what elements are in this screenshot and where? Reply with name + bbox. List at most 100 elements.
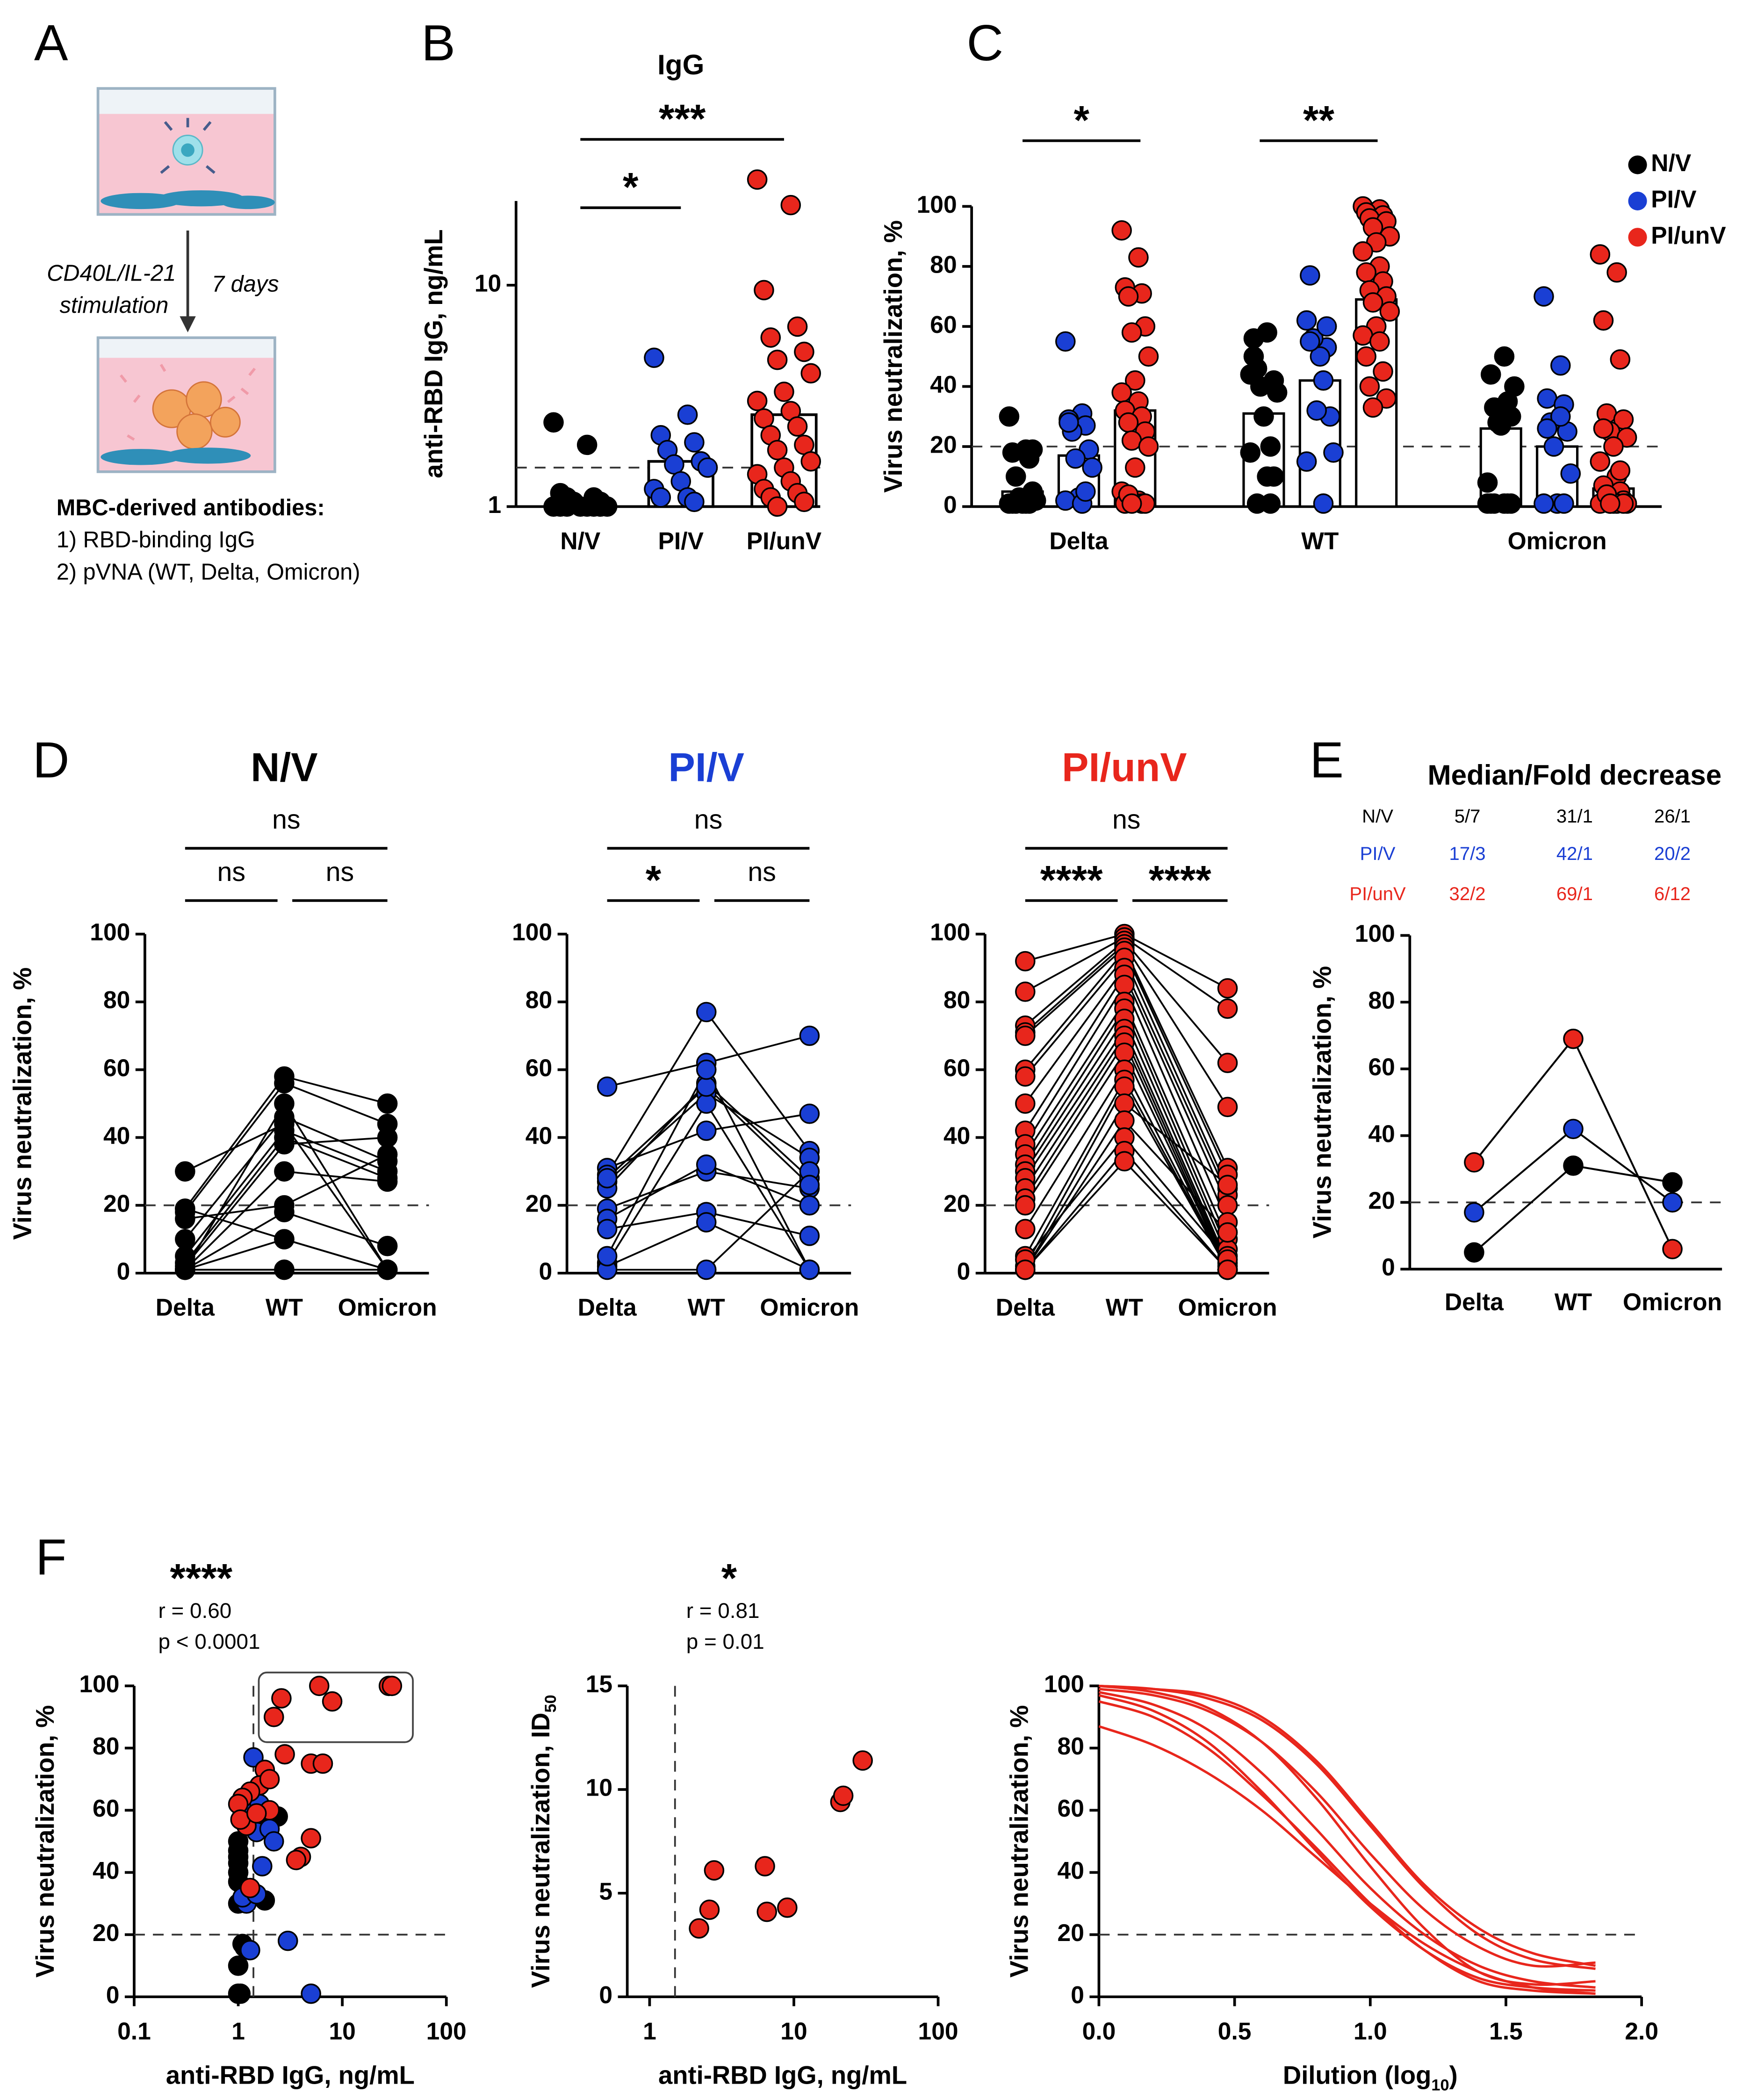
y-tick-label: 100 xyxy=(79,1670,119,1697)
data-point xyxy=(756,1901,778,1922)
data-point xyxy=(852,1750,873,1771)
data-point xyxy=(1217,1175,1238,1195)
plasma-cell xyxy=(176,413,213,450)
table-cell: 6/12 xyxy=(1654,883,1691,904)
data-point xyxy=(1543,436,1564,457)
y-tick-label: 60 xyxy=(93,1795,119,1822)
data-point xyxy=(1015,981,1036,1002)
x-tick-label: WT xyxy=(1555,1288,1592,1315)
data-point xyxy=(274,1259,295,1280)
y-axis-label: Virus neutralization, % xyxy=(879,220,907,493)
chart-title: IgG xyxy=(657,49,704,80)
x-tick-label: WT xyxy=(266,1294,303,1321)
y-tick-label: 10 xyxy=(586,1774,612,1801)
data-point xyxy=(799,1226,820,1246)
data-point xyxy=(1359,376,1380,397)
x-tick-label: 10 xyxy=(329,2017,355,2044)
data-point xyxy=(277,1930,298,1951)
data-point xyxy=(1217,1097,1238,1118)
data-point xyxy=(543,412,564,433)
significance-label: * xyxy=(646,858,662,902)
y-tick-label: 0 xyxy=(1382,1254,1395,1281)
y-tick-label: 80 xyxy=(1058,1732,1084,1760)
x-tick-label: WT xyxy=(1106,1294,1143,1321)
data-point xyxy=(1560,463,1581,484)
data-point xyxy=(1603,436,1624,457)
data-point xyxy=(696,1093,717,1114)
data-point xyxy=(1353,241,1373,262)
panel-label: D xyxy=(33,731,70,788)
data-point xyxy=(1263,466,1284,487)
data-point xyxy=(1356,346,1377,367)
y-tick-label: 60 xyxy=(943,1054,970,1081)
data-point xyxy=(799,1104,820,1124)
data-point xyxy=(1313,370,1334,391)
data-point xyxy=(799,1025,820,1046)
legend-marker xyxy=(1628,228,1647,247)
table-cell: 20/2 xyxy=(1654,843,1691,864)
data-point xyxy=(1362,292,1383,313)
data-point xyxy=(1243,346,1264,367)
x-tick-label: 0.1 xyxy=(117,2017,151,2044)
panel-label: A xyxy=(34,14,68,72)
data-point xyxy=(274,1093,295,1114)
y-tick-label: 60 xyxy=(1058,1795,1084,1822)
data-point xyxy=(1537,388,1557,409)
data-point xyxy=(704,1860,725,1881)
label-part: 10 xyxy=(1431,2076,1449,2094)
data-point xyxy=(597,1246,618,1267)
x-tick-label: Omicron xyxy=(760,1294,859,1321)
data-point xyxy=(1662,1192,1683,1213)
data-point xyxy=(1296,310,1317,331)
data-point xyxy=(696,1259,717,1280)
data-point xyxy=(1563,1028,1584,1049)
data-point xyxy=(1500,493,1521,514)
data-point xyxy=(377,1127,398,1148)
y-tick-label: 0 xyxy=(106,1981,120,2008)
data-point xyxy=(1494,346,1515,367)
dose-curve xyxy=(1099,1684,1596,1986)
data-point xyxy=(696,1154,717,1175)
x-tick-label: 1 xyxy=(643,2017,656,2044)
data-point xyxy=(799,1175,820,1195)
data-point xyxy=(780,195,801,216)
data-point xyxy=(259,1769,280,1790)
data-point xyxy=(696,1002,717,1023)
y-tick-label: 0 xyxy=(599,1981,612,2008)
legend-label: PI/V xyxy=(1651,186,1697,213)
y-tick-label: 0 xyxy=(1071,1981,1084,2008)
x-tick-label: Delta xyxy=(156,1294,215,1321)
y-tick-label: 0 xyxy=(539,1257,552,1285)
data-point xyxy=(240,1877,260,1898)
y-tick-label: 20 xyxy=(526,1190,552,1217)
data-point xyxy=(699,1899,720,1920)
y-tick-label: 10 xyxy=(475,270,501,297)
y-tick-label: 20 xyxy=(1058,1919,1084,1946)
data-point xyxy=(1005,493,1026,514)
data-point xyxy=(274,1161,295,1182)
data-point xyxy=(228,1956,249,1976)
y-tick-label: 20 xyxy=(103,1190,130,1217)
y-axis-label: Virus neutralization, % xyxy=(1308,966,1336,1239)
significance-label: ns xyxy=(1112,805,1141,835)
data-point xyxy=(1379,301,1400,322)
data-point xyxy=(1550,406,1571,427)
y-tick-label: 1 xyxy=(488,491,502,518)
y-tick-label: 0 xyxy=(943,491,957,518)
data-point xyxy=(597,1076,618,1097)
table-cell: 32/2 xyxy=(1449,883,1486,904)
data-point xyxy=(1590,451,1611,472)
data-point xyxy=(1059,412,1079,433)
data-point xyxy=(1550,355,1571,376)
panel-label: F xyxy=(36,1529,67,1586)
data-point xyxy=(747,169,768,190)
significance-label: * xyxy=(623,165,639,210)
annotation: * xyxy=(721,1556,737,1601)
data-point xyxy=(1356,262,1377,283)
significance-label: ns xyxy=(217,857,245,887)
legend-marker xyxy=(1628,191,1647,210)
y-tick-label: 100 xyxy=(930,918,970,945)
data-point xyxy=(799,1259,820,1280)
significance-label: **** xyxy=(1149,858,1211,902)
data-point xyxy=(382,1675,403,1696)
